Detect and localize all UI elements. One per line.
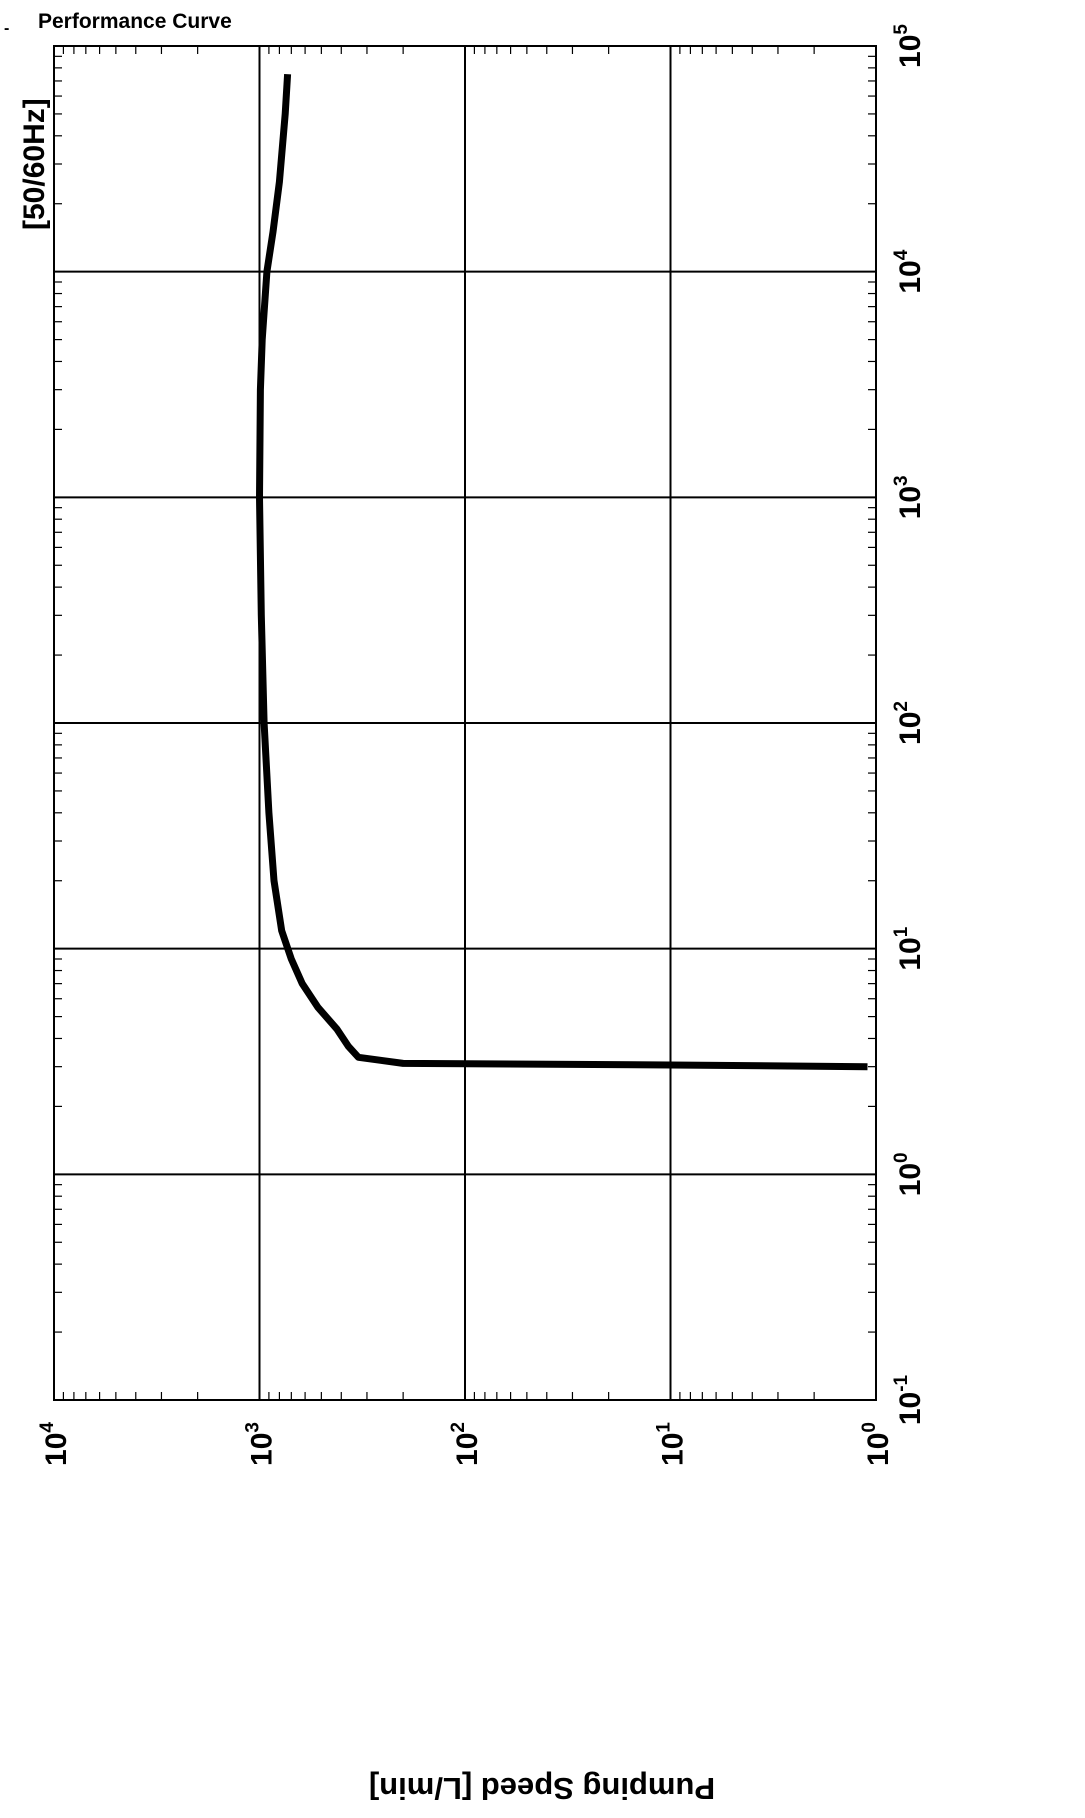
- x-tick-label: 10-1: [891, 1374, 927, 1425]
- performance-curve: [256, 73, 868, 1071]
- x-tick-label: 100: [891, 1152, 927, 1196]
- y-tick-label: 101: [654, 1422, 690, 1466]
- x-tick-label: 105: [891, 24, 927, 68]
- y-tick-text: 100: [859, 1422, 895, 1466]
- y-tick-label: 102: [448, 1422, 484, 1466]
- x-tick-text: 105: [891, 24, 927, 68]
- x-tick-text: 10-1: [891, 1374, 927, 1425]
- y-tick-label: 103: [243, 1422, 279, 1466]
- y-tick-label: 100: [859, 1422, 895, 1466]
- y-tick-text: 101: [654, 1422, 690, 1466]
- x-tick-text: 101: [891, 926, 927, 970]
- y-tick-text: 103: [243, 1422, 279, 1466]
- corner-mark: -: [4, 20, 10, 37]
- y-tick-text: 104: [37, 1422, 73, 1466]
- x-tick-label: 103: [891, 475, 927, 519]
- chart-title: Performance Curve: [38, 10, 232, 33]
- x-tick-label: 102: [891, 701, 927, 745]
- x-tick-text: 104: [891, 249, 927, 293]
- x-tick-text: 102: [891, 701, 927, 745]
- y-tick-label: 104: [37, 1422, 73, 1466]
- x-tick-text: 100: [891, 1152, 927, 1196]
- x-tick-label: 101: [891, 926, 927, 970]
- y-tick-text: 102: [448, 1422, 484, 1466]
- x-tick-text: 103: [891, 475, 927, 519]
- x-tick-label: 104: [891, 249, 927, 293]
